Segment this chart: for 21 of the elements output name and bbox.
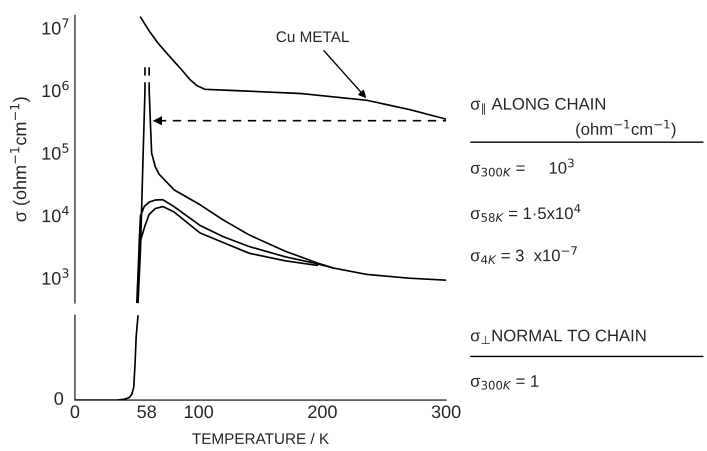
y-tick-label: 10$^{4}$ (42, 206, 69, 222)
text: σ$_{4K}$ = 3 x10$^{−7}$ (470, 246, 577, 264)
text: (ohm$^{−1}$cm$^{−1}$) (576, 120, 676, 138)
x-tick-label: 0 (70, 405, 80, 418)
x-tick-label: 100 (184, 405, 214, 418)
y-tick-label: 10$^{7}$ (42, 18, 68, 35)
x-tick-label: 200 (308, 405, 337, 418)
text: σ$_{58K}$ = 1·5x10$^{4}$ (470, 204, 580, 222)
x-axis-title: TEMPERATURE / K (192, 432, 329, 444)
x-tick-label: 58 (137, 405, 156, 418)
y-tick-label: 10$^{6}$ (42, 80, 69, 98)
text: 0 (54, 392, 64, 405)
y-tick-label: 10$^{5}$ (42, 143, 68, 160)
y-tick-label: 10$^{3}$ (42, 268, 68, 285)
text: σ$_{∥}$ ALONG CHAIN (470, 98, 605, 115)
text: σ$_{⊥}$NORMAL TO CHAIN (470, 330, 646, 344)
y-axis-title: σ (ohm$^{−1}$cm$^{−1}$) (10, 97, 30, 222)
annotation: Cu METAL (276, 31, 349, 42)
text: σ$_{300K}$ = 1 (470, 375, 538, 390)
x-tick-label: 300 (432, 405, 460, 418)
text: σ$_{300K}$ = 10$^{3}$ (470, 158, 574, 177)
